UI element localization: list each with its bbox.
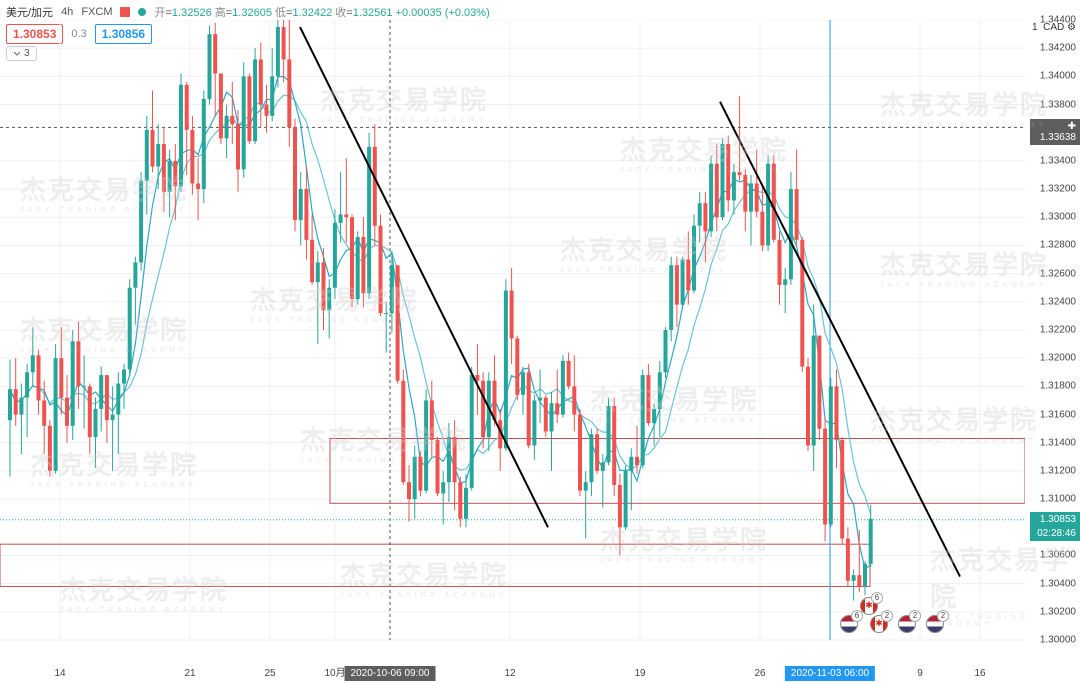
y-tick: 1.30400 (1040, 578, 1076, 589)
chart-canvas[interactable] (0, 20, 1025, 660)
axis-one: 1 (1032, 22, 1038, 33)
y-tick: 1.30000 (1040, 635, 1076, 646)
y-tick: 1.31200 (1040, 465, 1076, 476)
high-label: 高 (215, 7, 226, 19)
calendar-event-icon[interactable]: 2 (926, 615, 944, 633)
calendar-event-icon[interactable]: ✱6 (860, 597, 878, 615)
x-tick: 16 (974, 668, 985, 679)
price-chart[interactable] (0, 20, 1025, 660)
last-price: 1.30853 (1030, 512, 1080, 527)
chart-header: 美元/加元 4h FXCM 开=1.32526 高=1.32605 低=1.32… (6, 4, 1074, 20)
close-label: 收 (335, 7, 346, 19)
source: FXCM (81, 6, 112, 18)
y-tick: 1.31600 (1040, 409, 1076, 420)
market-status-icon (120, 7, 130, 17)
x-tick: 21 (184, 668, 195, 679)
y-tick: 1.33400 (1040, 155, 1076, 166)
y-tick: 1.34000 (1040, 71, 1076, 82)
x-tick: 26 (754, 668, 765, 679)
y-tick: 1.33800 (1040, 99, 1076, 110)
y-tick: 1.33000 (1040, 212, 1076, 223)
calendar-event-icon[interactable]: 6 (840, 615, 858, 633)
y-tick: 1.34200 (1040, 43, 1076, 54)
x-tick: 10月 (324, 664, 345, 679)
high-value: 1.32605 (232, 7, 272, 19)
y-tick: 1.32200 (1040, 325, 1076, 336)
low-value: 1.32422 (292, 7, 332, 19)
low-label: 低 (275, 7, 286, 19)
y-tick: 1.34400 (1040, 15, 1076, 26)
x-tick: 19 (634, 668, 645, 679)
price-axis: 1 CAD ⚙ 1.344001.342001.340001.338001.33… (1025, 20, 1080, 660)
x-badge: 2020-10-06 09:00 (345, 666, 436, 681)
x-tick: 9 (917, 668, 923, 679)
y-tick: 1.31400 (1040, 437, 1076, 448)
y-tick: 1.32400 (1040, 296, 1076, 307)
x-tick: 14 (54, 668, 65, 679)
close-value: 1.32561 (353, 7, 393, 19)
y-tick: 1.32000 (1040, 353, 1076, 364)
x-tick: 25 (264, 668, 275, 679)
live-dot-icon (138, 8, 146, 16)
bar-countdown: 02:28:46 (1030, 526, 1080, 541)
y-tick: 1.32800 (1040, 240, 1076, 251)
change-value: +0.00035 (+0.03%) (396, 7, 490, 19)
y-tick: 1.30600 (1040, 550, 1076, 561)
time-axis: 14 21 25 10月 12 19 26 9 16 2020-10-06 09:00 2020-1… (0, 663, 1025, 683)
calendar-event-icon[interactable]: 2 (898, 615, 916, 633)
x-badge: 2020-11-03 06:00 (785, 666, 875, 681)
y-tick: 1.33200 (1040, 184, 1076, 195)
open-label: 开 (154, 7, 165, 19)
y-tick: 1.31800 (1040, 381, 1076, 392)
open-value: 1.32526 (172, 7, 212, 19)
symbol[interactable]: 美元/加元 (6, 4, 53, 20)
calendar-event-icon[interactable]: ✱2 (870, 615, 888, 633)
y-tick: 1.32600 (1040, 268, 1076, 279)
x-tick: 12 (504, 668, 515, 679)
y-tick: 1.31000 (1040, 494, 1076, 505)
ohlc-readout: 开=1.32526 高=1.32605 低=1.32422 收=1.32561 … (154, 4, 489, 20)
crosshair-price: ✚ 1.33638 (1030, 119, 1080, 145)
timeframe[interactable]: 4h (61, 6, 73, 18)
y-tick: 1.30200 (1040, 606, 1076, 617)
